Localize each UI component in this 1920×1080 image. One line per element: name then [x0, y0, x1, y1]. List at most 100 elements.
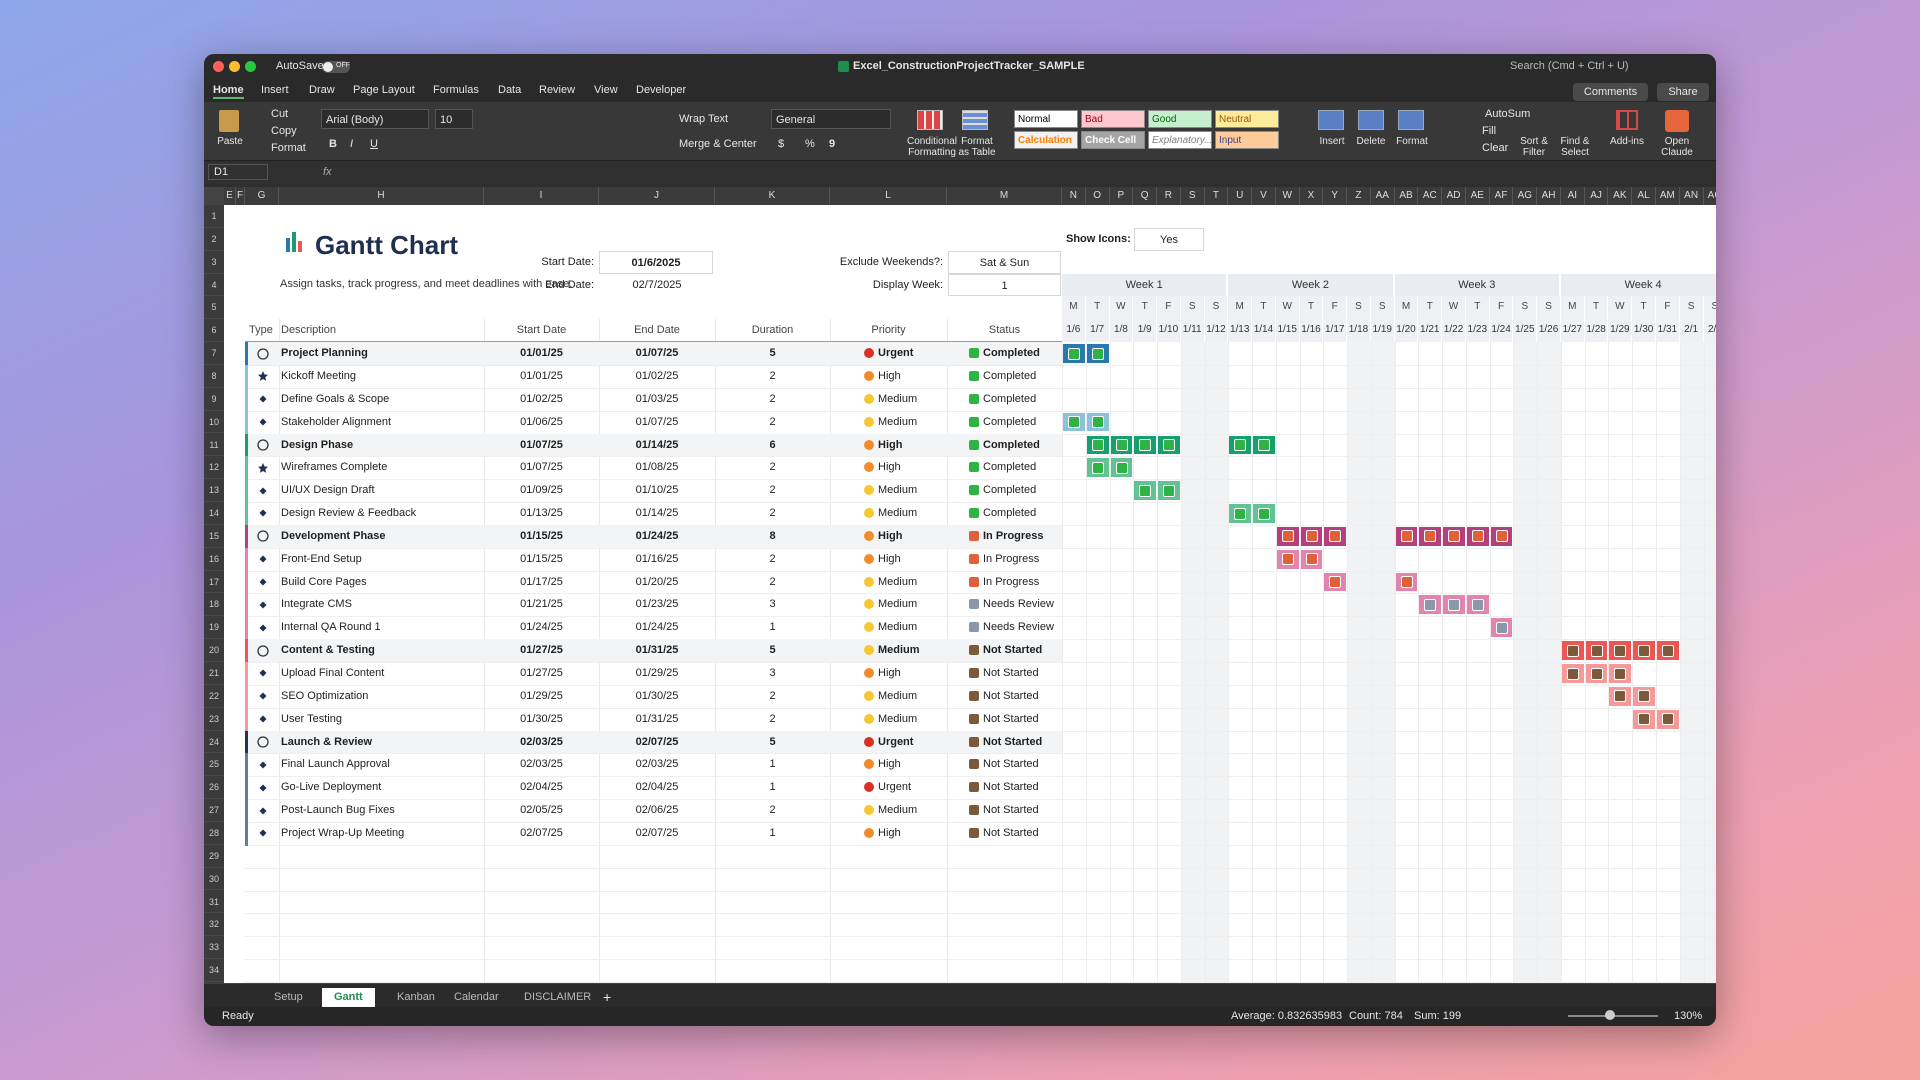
font-size-box[interactable]: 10 [435, 109, 473, 129]
cell-style[interactable]: Input [1215, 131, 1279, 149]
row-number[interactable]: 31 [204, 891, 224, 914]
column-header[interactable]: AM [1656, 187, 1680, 205]
zoom-knob[interactable] [1605, 1010, 1615, 1020]
select-all[interactable] [204, 187, 224, 205]
row-number[interactable]: 7 [204, 342, 224, 365]
fill-button[interactable]: Fill [1482, 125, 1497, 137]
row-number[interactable]: 15 [204, 525, 224, 548]
bold-button[interactable]: B [329, 138, 337, 150]
cell-style[interactable]: Normal [1014, 110, 1078, 128]
column-header[interactable]: AC [1418, 187, 1443, 205]
column-header[interactable]: AL [1632, 187, 1656, 205]
copy-button[interactable]: Copy [271, 125, 297, 137]
share-button[interactable]: Share [1657, 83, 1709, 101]
row-number[interactable]: 30 [204, 868, 224, 891]
column-header[interactable]: AN [1680, 187, 1704, 205]
row-number[interactable]: 29 [204, 845, 224, 868]
row-number[interactable]: 34 [204, 959, 224, 982]
sort-filter[interactable]: Sort & Filter [1520, 136, 1548, 158]
column-header[interactable]: J [599, 187, 715, 205]
ribbon-tab[interactable]: Developer [636, 84, 687, 96]
column-header[interactable]: P [1110, 187, 1134, 205]
row-number[interactable]: 5 [204, 296, 224, 320]
row-number[interactable]: 21 [204, 662, 224, 685]
row-number[interactable]: 1 [204, 205, 224, 228]
sheet-tab[interactable]: Kanban [397, 991, 435, 1003]
open-claude[interactable]: Open Claude [1661, 136, 1693, 158]
column-header[interactable]: O [1086, 187, 1110, 205]
column-header[interactable]: Z [1347, 187, 1371, 205]
merge-button[interactable]: Merge & Center [679, 138, 757, 150]
column-header[interactable]: H [279, 187, 484, 205]
ribbon-tab[interactable]: Home [213, 83, 244, 99]
column-header[interactable]: V [1252, 187, 1276, 205]
format-painter[interactable]: Format [271, 142, 306, 154]
cut-button[interactable]: Cut [271, 108, 289, 120]
number-format-box[interactable]: General [771, 109, 891, 129]
row-number[interactable]: 25 [204, 753, 224, 777]
column-header[interactable]: AA [1371, 187, 1395, 205]
ribbon-tab[interactable]: View [594, 84, 618, 96]
column-header[interactable]: M [947, 187, 1062, 205]
column-header[interactable]: N [1062, 187, 1086, 205]
italic-button[interactable]: I [350, 138, 354, 150]
row-number[interactable]: 4 [204, 274, 224, 297]
row-number[interactable]: 28 [204, 822, 224, 845]
row-number[interactable]: 19 [204, 616, 224, 640]
column-header[interactable]: AK [1608, 187, 1633, 205]
cell-style[interactable]: Bad [1081, 110, 1145, 128]
autosum-button[interactable]: AutoSum [1485, 108, 1531, 120]
delete-button[interactable]: Delete [1356, 136, 1386, 147]
add-sheet[interactable]: + [603, 989, 612, 1005]
row-number[interactable]: 26 [204, 776, 224, 800]
column-header[interactable]: T [1205, 187, 1229, 205]
column-header[interactable]: U [1228, 187, 1253, 205]
column-header[interactable]: K [715, 187, 830, 205]
column-header[interactable]: G [245, 187, 279, 205]
currency-button[interactable]: $ [778, 138, 785, 150]
column-header[interactable]: AD [1442, 187, 1466, 205]
row-number[interactable]: 8 [204, 365, 224, 388]
min-dot[interactable] [229, 61, 240, 72]
row-number[interactable]: 6 [204, 319, 224, 343]
format-as-table[interactable]: Format as Table [958, 136, 996, 158]
column-header[interactable]: AB [1395, 187, 1419, 205]
ribbon-tab[interactable]: Draw [309, 84, 335, 96]
clear-button[interactable]: Clear [1482, 142, 1509, 154]
sheet-tab[interactable]: DISCLAIMER [524, 991, 592, 1003]
column-header[interactable]: AO [1704, 187, 1716, 205]
row-number[interactable]: 18 [204, 593, 224, 617]
column-header[interactable]: S [1181, 187, 1205, 205]
column-header[interactable]: I [484, 187, 599, 205]
column-header[interactable]: AH [1537, 187, 1561, 205]
column-header[interactable]: F [236, 187, 245, 205]
row-number[interactable]: 2 [204, 228, 224, 251]
row-number[interactable]: 33 [204, 936, 224, 960]
ribbon-tab[interactable]: Insert [261, 84, 289, 96]
comments-button[interactable]: Comments [1573, 83, 1648, 101]
search-box[interactable]: Search (Cmd + Ctrl + U) [1510, 60, 1629, 72]
column-header[interactable]: Y [1323, 187, 1348, 205]
column-header[interactable]: AJ [1585, 187, 1609, 205]
cell-style[interactable]: Calculation [1014, 131, 1078, 149]
format-button[interactable]: Format [1396, 136, 1428, 147]
column-header[interactable]: E [224, 187, 236, 205]
row-number[interactable]: 3 [204, 251, 224, 274]
percent-button[interactable]: % [805, 138, 815, 150]
comma-button[interactable]: 9 [829, 138, 836, 150]
row-number[interactable]: 17 [204, 571, 224, 594]
fx-button[interactable]: fx [323, 166, 332, 178]
column-header[interactable]: L [830, 187, 947, 205]
close-dot[interactable] [213, 61, 224, 72]
conditional-formatting[interactable]: Conditional Formatting [906, 136, 958, 158]
cell-style[interactable]: Good [1148, 110, 1212, 128]
name-box[interactable] [208, 164, 268, 180]
addins-button[interactable]: Add-ins [1610, 136, 1644, 147]
column-header[interactable]: AF [1490, 187, 1514, 205]
sheet-tab[interactable]: Calendar [454, 991, 499, 1003]
row-number[interactable]: 10 [204, 411, 224, 434]
row-number[interactable]: 13 [204, 479, 224, 503]
column-header[interactable]: AG [1513, 187, 1538, 205]
ribbon-tab[interactable]: Data [498, 84, 522, 96]
row-number[interactable]: 11 [204, 434, 224, 457]
